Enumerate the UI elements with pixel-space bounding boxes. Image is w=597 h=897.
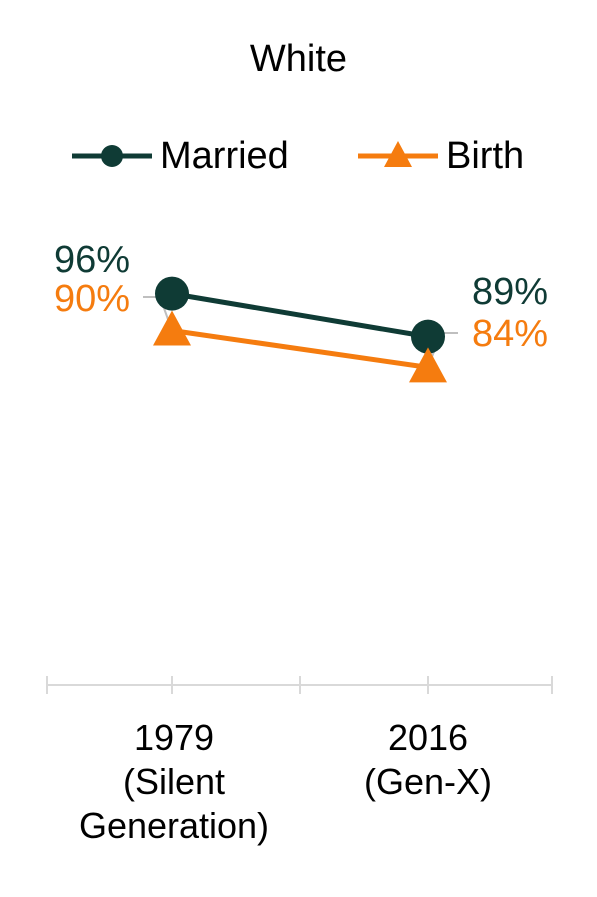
marker-married-0: [155, 276, 189, 311]
legend-label-married: Married: [160, 134, 289, 177]
marker-married-1: [411, 319, 445, 354]
chart-title: White: [249, 38, 348, 80]
legend-label-birth: Birth: [446, 134, 525, 177]
data-label-birth-0: 90%: [54, 278, 130, 320]
x-tick-label-2016: 2016 (Gen-X): [363, 717, 493, 802]
legend-item-married: Married: [70, 132, 289, 180]
series-line-married: [171, 291, 429, 340]
data-label-married-0: 96%: [54, 239, 130, 281]
legend: Married Birth: [0, 132, 597, 180]
marker-birth-1: [409, 347, 447, 383]
x-tick-label-1979: 1979 (Silent Generation): [78, 717, 270, 846]
data-label-married-1: 89%: [472, 271, 548, 313]
data-label-birth-1: 84%: [472, 313, 548, 355]
marker-birth-0: [153, 310, 191, 346]
series-line-birth: [171, 328, 429, 370]
legend-item-birth: Birth: [356, 132, 524, 180]
legend-marker-birth: [358, 141, 438, 167]
legend-marker-married: [72, 145, 152, 167]
